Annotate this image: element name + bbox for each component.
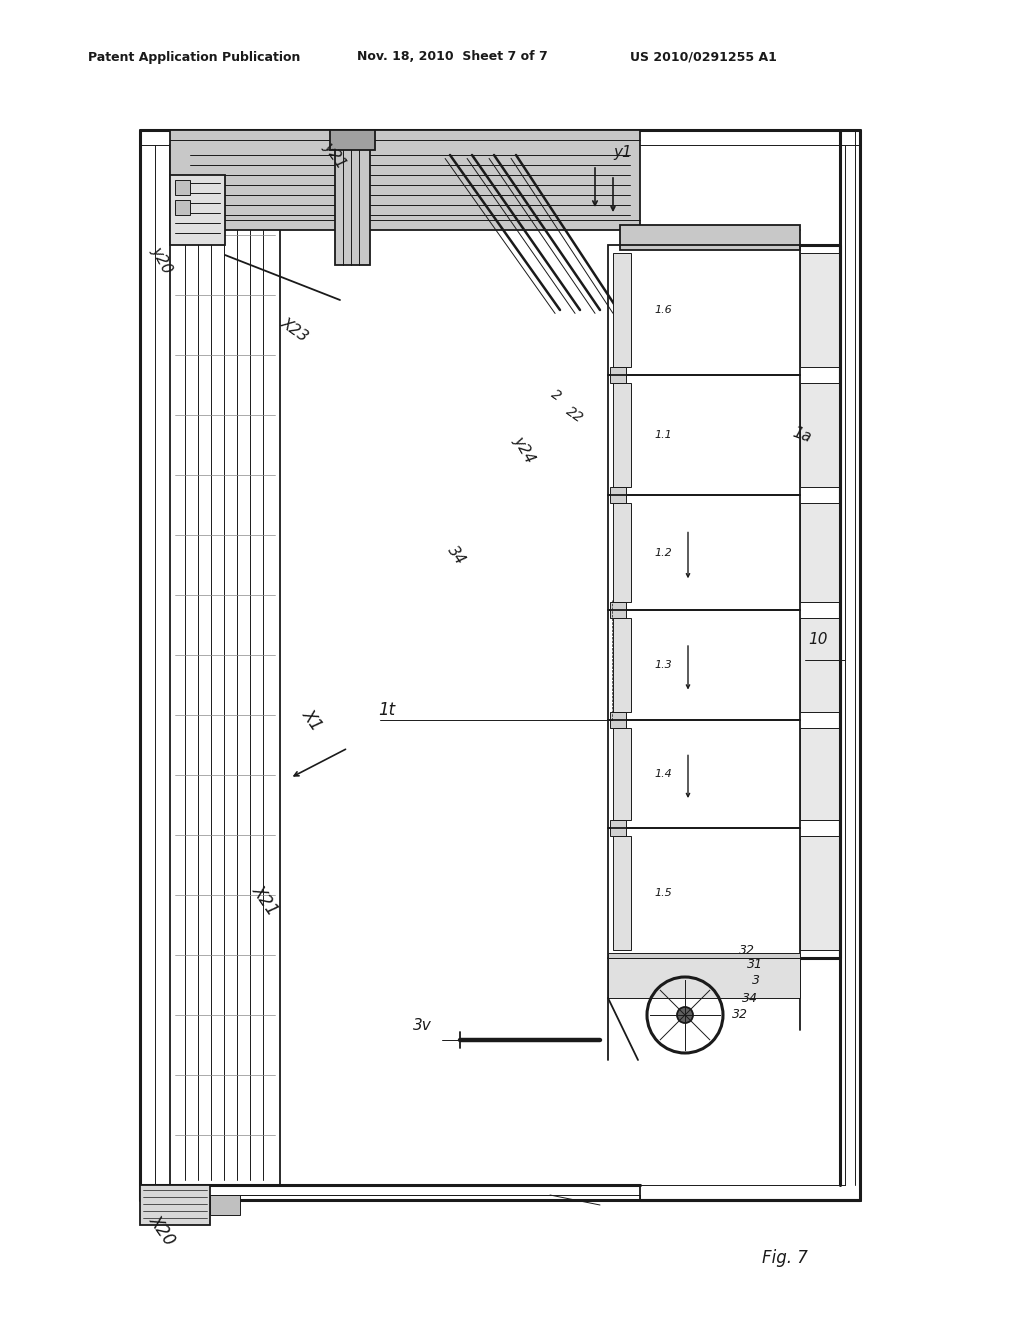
Text: 1.5: 1.5	[654, 888, 672, 898]
Bar	[608, 495, 800, 610]
Bar	[608, 375, 800, 495]
Circle shape	[217, 1197, 233, 1213]
Text: y21: y21	[319, 139, 348, 172]
Bar	[620, 224, 800, 249]
Circle shape	[677, 1007, 693, 1023]
Text: 10: 10	[808, 632, 827, 648]
Bar	[613, 383, 631, 487]
Text: US 2010/0291255 A1: US 2010/0291255 A1	[630, 50, 777, 63]
Text: 1.6: 1.6	[654, 305, 672, 315]
Text: 1a: 1a	[790, 425, 813, 445]
Bar	[170, 129, 640, 230]
Bar	[175, 201, 190, 215]
Bar	[175, 180, 190, 195]
Bar	[613, 503, 631, 602]
Bar	[613, 253, 631, 367]
Bar	[613, 836, 631, 950]
Text: X20: X20	[145, 1212, 178, 1249]
Text: 34: 34	[742, 991, 758, 1005]
Bar	[608, 246, 800, 375]
Bar	[170, 145, 280, 1185]
Text: X23: X23	[278, 315, 311, 345]
Text: 32: 32	[732, 1008, 748, 1022]
Bar	[800, 383, 840, 487]
Bar	[800, 503, 840, 602]
Text: 1.2: 1.2	[654, 548, 672, 557]
Bar	[613, 618, 631, 711]
Bar	[800, 729, 840, 820]
Text: X21: X21	[248, 882, 282, 919]
Text: y1: y1	[613, 144, 632, 160]
Text: 2: 2	[548, 387, 563, 404]
Text: X1: X1	[298, 706, 326, 734]
Bar	[210, 1195, 240, 1214]
Text: Patent Application Publication: Patent Application Publication	[88, 50, 300, 63]
Text: Nov. 18, 2010  Sheet 7 of 7: Nov. 18, 2010 Sheet 7 of 7	[357, 50, 548, 63]
Bar	[330, 129, 375, 150]
Text: 1.4: 1.4	[654, 770, 672, 779]
Bar	[140, 1185, 210, 1225]
Text: Fig. 7: Fig. 7	[762, 1249, 808, 1267]
Bar	[608, 828, 800, 958]
Text: y20: y20	[148, 244, 175, 276]
Bar	[800, 836, 840, 950]
Text: 32: 32	[739, 944, 755, 957]
Text: 22: 22	[563, 404, 586, 426]
Bar	[608, 610, 800, 719]
Bar	[170, 176, 225, 246]
Bar	[800, 253, 840, 367]
Bar	[610, 820, 626, 836]
Bar	[613, 729, 631, 820]
Bar	[335, 129, 370, 265]
Text: 34: 34	[445, 543, 468, 568]
Bar	[608, 953, 800, 973]
Text: y24: y24	[510, 434, 538, 466]
Text: 3v: 3v	[413, 1018, 432, 1032]
Bar	[608, 958, 800, 998]
Bar	[610, 487, 626, 503]
Text: 1t: 1t	[378, 701, 395, 719]
Text: 1.1: 1.1	[654, 430, 672, 440]
Text: 1.3: 1.3	[654, 660, 672, 671]
Bar	[610, 602, 626, 618]
Bar	[608, 719, 800, 828]
Bar	[800, 618, 840, 711]
Bar	[610, 367, 626, 383]
Text: 3: 3	[752, 974, 760, 986]
Text: 31: 31	[746, 958, 763, 972]
Bar	[610, 711, 626, 729]
